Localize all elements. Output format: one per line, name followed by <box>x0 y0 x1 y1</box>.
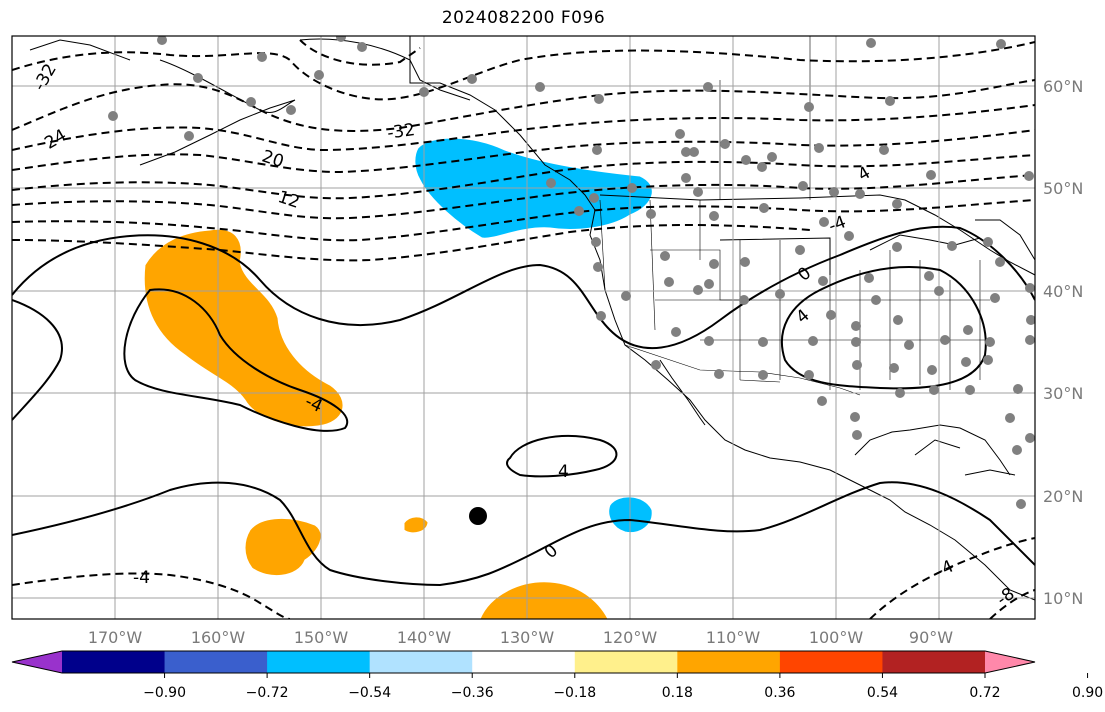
colorbar-label: 0.18 <box>662 685 693 701</box>
lon-label: 150°W <box>294 628 349 647</box>
lon-label: 100°W <box>809 628 864 647</box>
colorbar-label: −0.18 <box>553 685 596 701</box>
colorbar-segment <box>62 651 166 673</box>
colorbar-label: −0.54 <box>348 685 391 701</box>
map-title: 2024082200 F096 <box>441 8 606 28</box>
colorbar-outline <box>11 650 1036 674</box>
longitude-labels: 170°W 160°W 150°W 140°W 130°W 120°W 110°… <box>88 628 953 647</box>
lat-label: 20°N <box>1043 487 1083 506</box>
colorbar-label: 0.72 <box>969 685 1000 701</box>
lon-label: 90°W <box>909 628 953 647</box>
colorbar-label: 0.54 <box>867 685 898 701</box>
positive-anomaly-region <box>143 228 344 428</box>
colorbar-label: 0.36 <box>764 685 795 701</box>
lon-label: 140°W <box>397 628 452 647</box>
colorbar: −0.90 −0.72 −0.54 −0.36 −0.18 0.18 0.36 0.54 0.7… <box>11 650 1103 701</box>
colorbar-label: −0.72 <box>246 685 289 701</box>
negative-contours <box>12 39 1035 619</box>
colorbar-label: −0.90 <box>143 685 186 701</box>
colorbar-label: −0.36 <box>451 685 494 701</box>
map-frame <box>11 35 1036 620</box>
svg-text:-4: -4 <box>826 212 849 237</box>
colorbar-segment <box>369 651 473 673</box>
colorbar-segment <box>779 651 883 673</box>
lon-label: 160°W <box>191 628 246 647</box>
colorbar-segment <box>882 651 986 673</box>
colorbar-segment <box>677 651 781 673</box>
solid-contours <box>12 225 1035 587</box>
colorbar-segment <box>267 651 371 673</box>
lon-label: 120°W <box>603 628 658 647</box>
colorbar-extend-low <box>12 651 62 673</box>
lat-label: 50°N <box>1043 179 1083 198</box>
location-marker <box>469 507 487 525</box>
political-boundaries <box>599 36 990 396</box>
lon-label: 170°W <box>88 628 143 647</box>
positive-anomaly-region <box>479 581 609 619</box>
positive-anomaly-region <box>403 516 429 534</box>
lat-label: 10°N <box>1043 589 1083 608</box>
svg-text:-4: -4 <box>302 392 326 417</box>
svg-text:4: 4 <box>558 462 569 482</box>
colorbar-segment <box>472 651 576 673</box>
observation-stations <box>108 36 1035 509</box>
latitude-labels: 60°N 50°N 40°N 30°N 20°N 10°N <box>1043 77 1083 608</box>
colorbar-label: 0.90 <box>1072 685 1103 701</box>
svg-text:-4: -4 <box>133 568 150 588</box>
lat-label: 60°N <box>1043 77 1083 96</box>
svg-text:-4: -4 <box>933 556 957 581</box>
svg-text:-32: -32 <box>386 120 416 144</box>
lat-lon-grid <box>12 36 1035 619</box>
coastlines <box>29 36 1035 601</box>
colorbar-segment <box>164 651 268 673</box>
lat-label: 40°N <box>1043 282 1083 301</box>
colorbar-segment <box>574 651 678 673</box>
lon-label: 110°W <box>706 628 761 647</box>
lat-label: 30°N <box>1043 384 1083 403</box>
colorbar-extend-high <box>985 651 1035 673</box>
lon-label: 130°W <box>500 628 555 647</box>
